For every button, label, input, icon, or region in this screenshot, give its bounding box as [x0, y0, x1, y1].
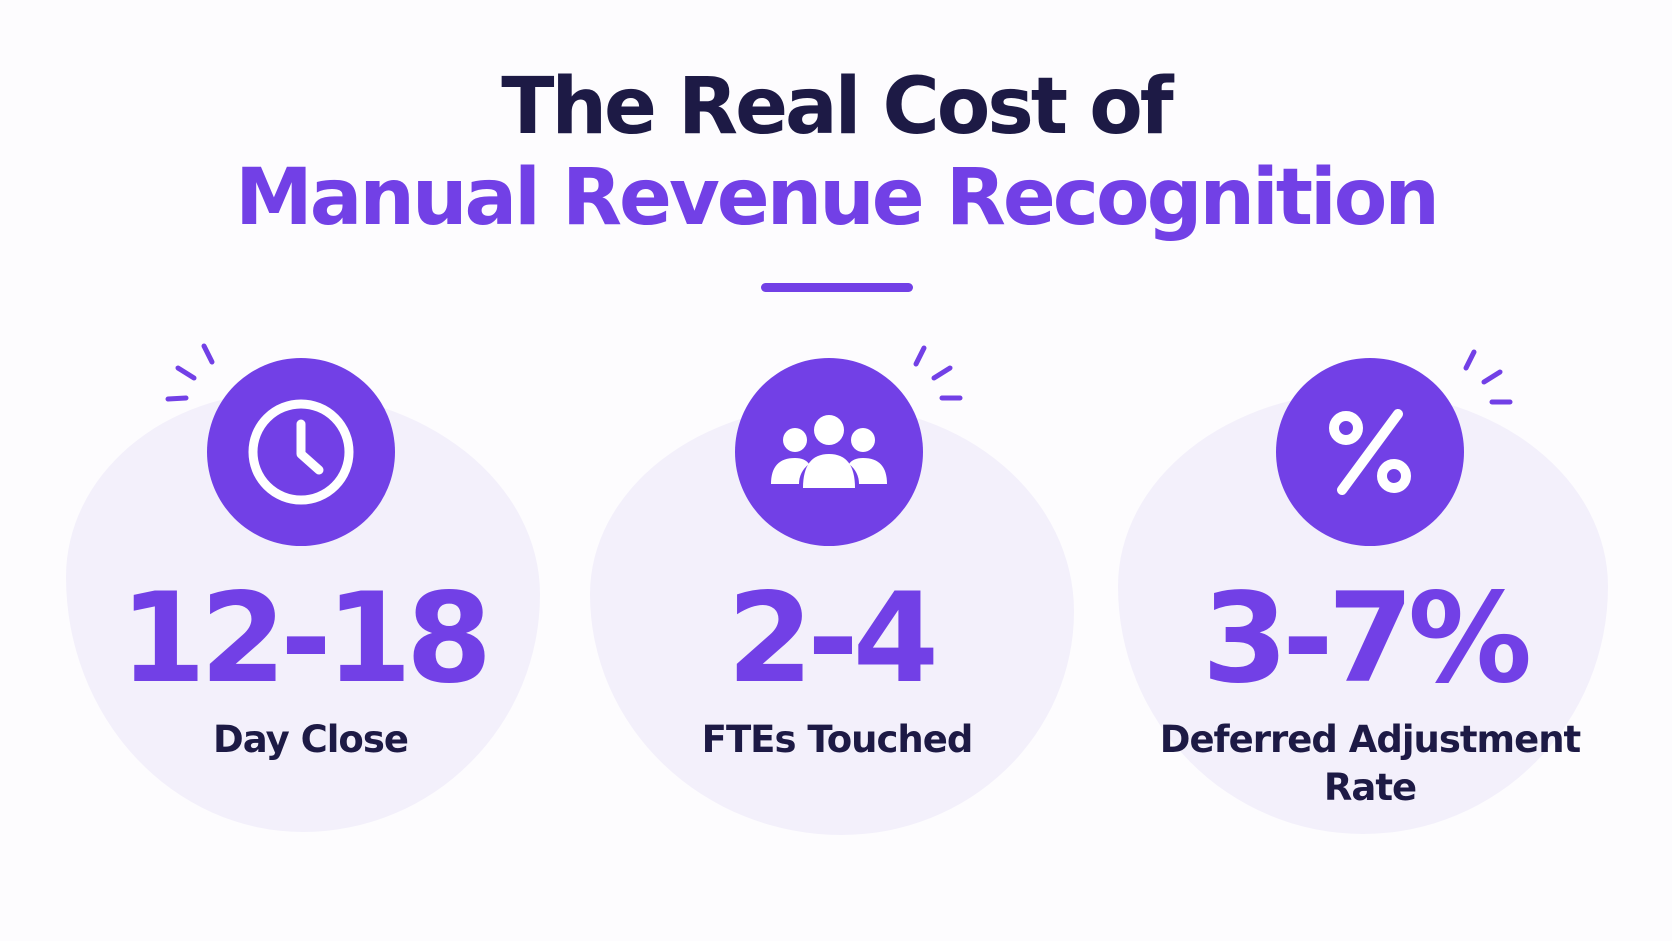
sparkle-lines-icon: [913, 345, 963, 401]
stat-label: FTEs Touched: [701, 718, 974, 761]
title-line-1: The Real Cost of: [501, 62, 1174, 152]
page-title: The Real Cost of Manual Revenue Recognit…: [0, 62, 1672, 244]
title-divider: [761, 283, 913, 292]
title-line-2: Manual Revenue Recognition: [235, 153, 1440, 243]
percent-icon: [1329, 409, 1411, 495]
sparkle-lines-icon: [165, 343, 215, 402]
stat-label: Deferred Adjustment Rate: [1159, 718, 1581, 809]
clock-icon: [248, 399, 354, 505]
clock-icon-circle: [207, 358, 395, 546]
stat-value: 3-7%: [1201, 567, 1532, 711]
stat-value: 2-4: [726, 567, 939, 711]
people-icon-circle: [735, 358, 923, 546]
stat-label: Day Close: [213, 718, 409, 761]
sparkle-lines-icon: [1463, 349, 1513, 405]
people-icon: [771, 415, 887, 488]
percent-icon-circle: [1276, 358, 1464, 546]
stat-value: 12-18: [119, 567, 493, 711]
